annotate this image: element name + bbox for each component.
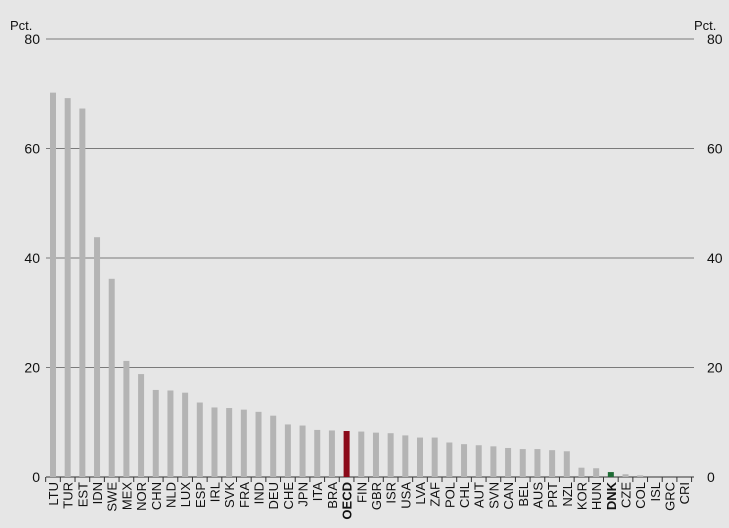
bar-est: [79, 108, 86, 477]
bar-che: [284, 424, 291, 477]
bar-lva: [417, 437, 423, 477]
bar-prt: [549, 450, 556, 477]
x-tick-label-nld: NLD: [163, 482, 178, 508]
y-axis-unit-left: Pct.: [10, 18, 33, 33]
x-tick-label-nzl: NZL: [560, 482, 575, 507]
x-tick-label-tur: TUR: [61, 482, 76, 509]
x-tick-label-lva: LVA: [413, 482, 428, 505]
y-tick-label-right: 80: [707, 31, 723, 47]
x-tick-label-mex: MEX: [119, 482, 134, 511]
bar-svk: [226, 408, 233, 477]
x-tick-label-bra: BRA: [325, 482, 340, 509]
x-tick-label-fin: FIN: [354, 482, 369, 503]
x-tick-label-prt: PRT: [545, 482, 560, 508]
y-tick-label-left: 40: [24, 250, 40, 266]
bar-kor: [578, 467, 585, 477]
bar-can: [505, 447, 512, 477]
x-tick-label-cri: CRI: [677, 482, 692, 504]
bar-nzl: [563, 451, 570, 477]
bar-ita: [314, 429, 321, 477]
x-tick-label-deu: DEU: [266, 482, 281, 509]
x-tick-label-bel: BEL: [516, 482, 531, 507]
bar-zaf: [431, 437, 438, 477]
x-tick-label-nor: NOR: [134, 482, 149, 511]
bar-dnk: [607, 472, 614, 477]
x-tick-label-hun: HUN: [589, 482, 604, 510]
x-tick-label-chl: CHL: [457, 482, 472, 508]
y-tick-label-right: 60: [707, 141, 723, 157]
x-tick-label-col: COL: [633, 482, 648, 509]
x-tick-label-grc: GRC: [663, 482, 678, 511]
x-tick-label-cze: CZE: [619, 482, 634, 508]
bar-ind: [255, 411, 262, 477]
bar-chl: [461, 444, 468, 477]
bar-bel: [519, 449, 526, 477]
bar-cze: [622, 474, 629, 477]
bar-oecd: [343, 431, 350, 477]
x-tick-label-isl: ISL: [648, 482, 663, 502]
bar-gbr: [372, 432, 379, 477]
x-tick-label-isr: ISR: [384, 482, 399, 504]
y-tick-label-left: 0: [32, 469, 40, 485]
bar-tur: [64, 98, 71, 477]
bar-svn: [490, 446, 497, 477]
bar-lux: [182, 392, 189, 477]
x-tick-label-can: CAN: [501, 482, 516, 509]
x-tick-label-aut: AUT: [472, 482, 487, 508]
x-tick-label-pol: POL: [442, 482, 457, 508]
x-tick-label-ltu: LTU: [46, 482, 61, 506]
bar-pol: [446, 442, 453, 477]
x-tick-label-che: CHE: [281, 482, 296, 510]
x-tick-label-irl: IRL: [207, 482, 222, 502]
x-tick-label-swe: SWE: [105, 482, 120, 512]
bar-irl: [211, 407, 218, 477]
bar-col: [637, 475, 644, 477]
bar-esp: [196, 402, 203, 477]
y-tick-label-left: 60: [24, 141, 40, 157]
y-tick-label-right: 20: [707, 360, 723, 376]
bar-nld: [167, 390, 174, 477]
bar-chn: [152, 389, 159, 477]
x-tick-label-aus: AUS: [530, 482, 545, 509]
x-tick-label-esp: ESP: [193, 482, 208, 508]
x-tick-label-jpn: JPN: [296, 482, 311, 507]
bar-aut: [475, 445, 482, 477]
y-tick-label-left: 20: [24, 360, 40, 376]
bar-jpn: [299, 425, 306, 477]
bar-idn: [94, 237, 101, 477]
x-tick-label-oecd: OECD: [340, 482, 355, 520]
x-tick-label-zaf: ZAF: [428, 482, 443, 507]
x-tick-label-usa: USA: [398, 482, 413, 509]
bar-fin: [358, 431, 365, 477]
x-tick-label-lux: LUX: [178, 482, 193, 508]
x-tick-label-svn: SVN: [486, 482, 501, 509]
bar-swe: [108, 278, 115, 477]
x-tick-label-est: EST: [75, 482, 90, 507]
bar-aus: [534, 449, 541, 477]
bar-hun: [593, 468, 600, 477]
x-tick-label-fra: FRA: [237, 482, 252, 508]
bar-usa: [402, 435, 409, 477]
x-tick-label-svk: SVK: [222, 482, 237, 508]
bar-mex: [123, 360, 130, 477]
bar-isr: [387, 433, 394, 477]
y-tick-label-right: 40: [707, 250, 723, 266]
bar-bra: [328, 430, 335, 477]
x-tick-label-ind: IND: [252, 482, 267, 504]
bar-ltu: [50, 92, 56, 477]
x-tick-label-gbr: GBR: [369, 482, 384, 510]
x-tick-label-kor: KOR: [574, 482, 589, 510]
bar-deu: [270, 415, 277, 477]
y-tick-label-right: 0: [707, 469, 715, 485]
x-tick-label-ita: ITA: [310, 482, 325, 502]
y-axis-unit-right: Pct.: [694, 18, 717, 33]
x-tick-label-chn: CHN: [149, 482, 164, 510]
bar-fra: [240, 409, 247, 477]
bar-nor: [138, 374, 145, 477]
x-tick-label-dnk: DNK: [604, 481, 619, 510]
y-tick-label-left: 80: [24, 31, 40, 47]
x-tick-label-idn: IDN: [90, 482, 105, 504]
